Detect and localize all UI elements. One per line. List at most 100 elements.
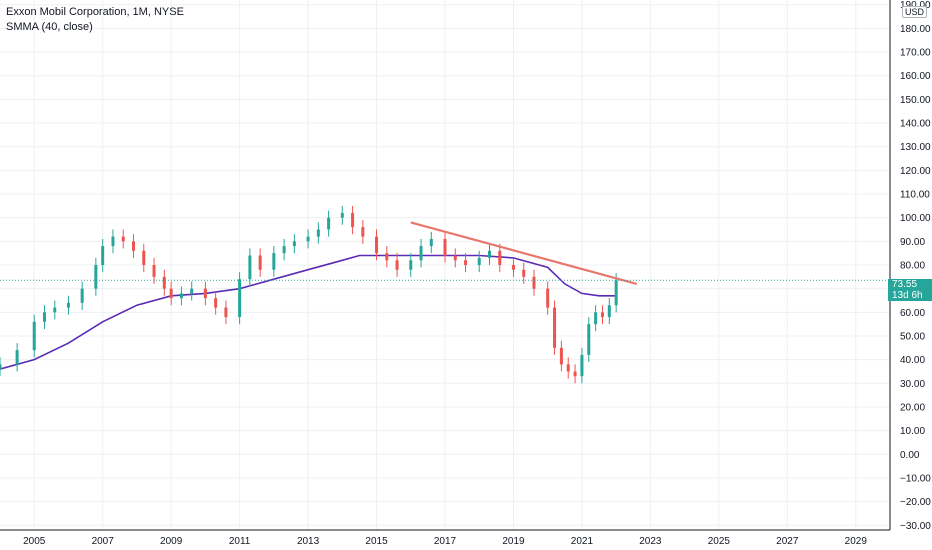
candle-body bbox=[351, 212, 355, 228]
candle-body bbox=[361, 227, 365, 237]
candle-body bbox=[488, 250, 491, 258]
y-tick-label: 140.00 bbox=[900, 119, 931, 130]
candle-body bbox=[142, 250, 146, 265]
candle-body bbox=[587, 324, 591, 355]
candle-body bbox=[316, 229, 320, 237]
candle-body bbox=[443, 238, 447, 256]
candle-body bbox=[292, 241, 296, 247]
candle-body bbox=[224, 307, 228, 318]
candle-body bbox=[464, 260, 468, 265]
y-tick-label: 90.00 bbox=[900, 237, 925, 248]
candle-body bbox=[111, 236, 115, 247]
candle-body bbox=[32, 321, 36, 351]
y-tick-label: 100.00 bbox=[900, 213, 931, 224]
candle-body bbox=[580, 354, 584, 377]
candle-body bbox=[190, 288, 194, 294]
x-tick-label: 2009 bbox=[160, 536, 183, 547]
candle-body bbox=[546, 288, 550, 308]
candle-body bbox=[94, 265, 98, 289]
trendline-drawing[interactable] bbox=[410, 221, 637, 285]
currency-label[interactable]: USD bbox=[902, 6, 928, 18]
candle-body bbox=[169, 288, 173, 299]
x-tick-label: 2029 bbox=[845, 536, 868, 547]
indicator-label: SMMA (40, close) bbox=[6, 21, 93, 33]
candle-body bbox=[511, 265, 515, 270]
x-tick-label: 2023 bbox=[639, 536, 662, 547]
candle-body bbox=[132, 241, 135, 251]
y-tick-label: −30.00 bbox=[900, 521, 931, 532]
candle-body bbox=[306, 236, 310, 242]
candle-body bbox=[282, 246, 286, 254]
candle-body bbox=[15, 350, 19, 365]
candle-body bbox=[179, 293, 183, 299]
chart-title: Exxon Mobil Corporation, 1M, NYSE bbox=[6, 6, 184, 18]
candle-body bbox=[340, 212, 344, 218]
chart-legend: Exxon Mobil Corporation, 1M, NYSE SMMA (… bbox=[6, 5, 184, 35]
candlesticks bbox=[0, 205, 618, 384]
candle-body bbox=[429, 238, 433, 247]
candle-body bbox=[553, 307, 557, 348]
candle-body bbox=[566, 364, 570, 372]
x-tick-label: 2005 bbox=[23, 536, 46, 547]
y-tick-label: 40.00 bbox=[900, 355, 925, 366]
last-price-label: 73.55 13d 6h bbox=[888, 279, 932, 301]
y-tick-label: 50.00 bbox=[900, 331, 925, 342]
y-tick-label: 60.00 bbox=[900, 308, 925, 319]
y-tick-label: 0.00 bbox=[900, 450, 920, 461]
y-tick-label: 130.00 bbox=[900, 142, 931, 153]
x-tick-label: 2015 bbox=[365, 536, 388, 547]
candle-body bbox=[573, 371, 577, 377]
y-tick-label: 180.00 bbox=[900, 24, 931, 35]
x-tick-label: 2019 bbox=[502, 536, 525, 547]
candle-body bbox=[327, 217, 331, 230]
candle-body bbox=[248, 255, 252, 280]
last-price-value: 73.55 bbox=[892, 279, 918, 290]
candle-body bbox=[600, 312, 604, 318]
y-tick-label: 10.00 bbox=[900, 426, 925, 437]
candle-body bbox=[258, 255, 262, 270]
candle-body bbox=[375, 236, 379, 254]
candle-body bbox=[453, 255, 457, 261]
smma-line bbox=[0, 254, 617, 370]
x-tick-label: 2011 bbox=[229, 536, 251, 547]
smma-indicator bbox=[0, 254, 617, 370]
candle-body bbox=[385, 253, 389, 261]
y-tick-label: 30.00 bbox=[900, 379, 925, 390]
bar-countdown: 13d 6h bbox=[892, 290, 923, 301]
candle-body bbox=[214, 298, 218, 308]
y-tick-label: 160.00 bbox=[900, 71, 931, 82]
candle-body bbox=[80, 288, 84, 303]
y-tick-label: −10.00 bbox=[900, 473, 931, 484]
candle-body bbox=[101, 246, 105, 265]
candle-body bbox=[53, 307, 57, 313]
x-tick-label: 2017 bbox=[434, 536, 457, 547]
candle-body bbox=[162, 276, 166, 289]
y-tick-label: 80.00 bbox=[900, 261, 925, 272]
candle-body bbox=[152, 265, 156, 277]
candle-body bbox=[477, 257, 481, 265]
candle-body bbox=[409, 260, 413, 270]
candle-body bbox=[498, 250, 502, 265]
candle-body bbox=[614, 280, 618, 306]
y-tick-label: 110.00 bbox=[900, 190, 930, 201]
grid bbox=[0, 0, 890, 530]
x-tick-label: 2027 bbox=[776, 536, 799, 547]
x-tick-label: 2021 bbox=[571, 536, 594, 547]
y-tick-label: −20.00 bbox=[900, 497, 931, 508]
candle-body bbox=[559, 347, 563, 365]
x-tick-label: 2013 bbox=[297, 536, 320, 547]
candle-body bbox=[522, 269, 526, 277]
candle-body bbox=[272, 253, 276, 270]
x-tick-label: 2007 bbox=[92, 536, 115, 547]
candle-body bbox=[238, 279, 242, 318]
y-tick-label: 190.00 bbox=[900, 0, 931, 11]
candle-body bbox=[607, 305, 611, 318]
candle-body bbox=[121, 236, 125, 242]
trendline bbox=[410, 221, 637, 285]
candle-body bbox=[0, 364, 2, 370]
x-tick-label: 2025 bbox=[708, 536, 731, 547]
candle-body bbox=[594, 312, 598, 325]
candle-body bbox=[419, 246, 423, 261]
